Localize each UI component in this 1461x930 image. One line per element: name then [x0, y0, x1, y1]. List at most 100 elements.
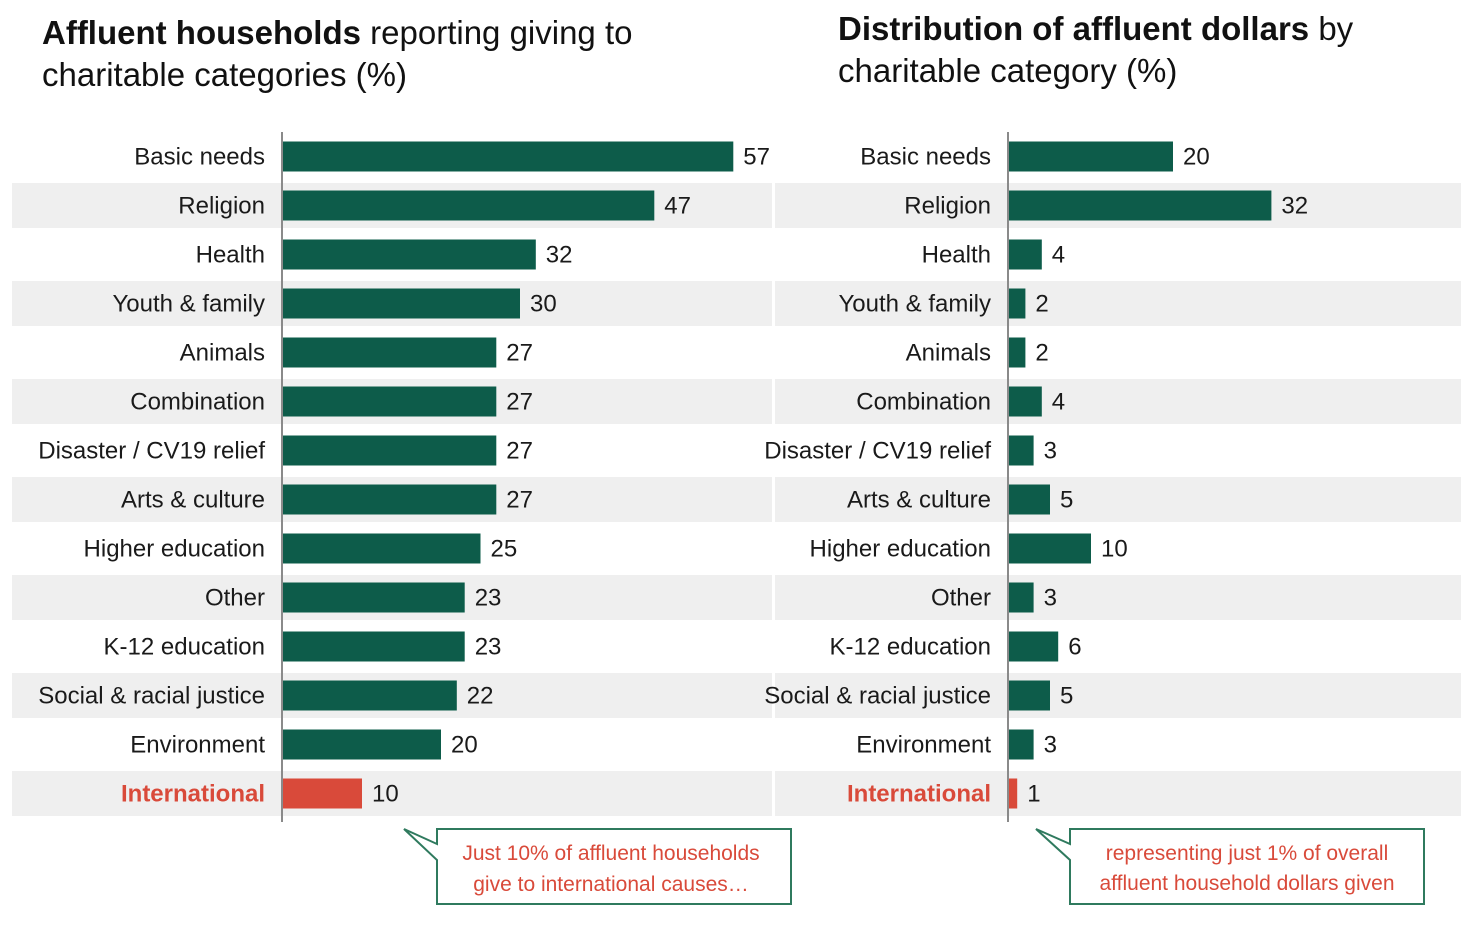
left-bar	[283, 435, 497, 466]
right-category-label: Health	[922, 242, 991, 269]
left-category-label: Environment	[130, 732, 265, 759]
left-callout-text: Just 10% of affluent households give to i…	[462, 842, 759, 896]
right-callout-line: affluent household dollars given	[1100, 872, 1395, 895]
right-bar	[1009, 190, 1272, 221]
right-callout-box	[1035, 828, 1425, 905]
right-value-label: 5	[1060, 487, 1073, 514]
right-category-label: Youth & family	[838, 291, 991, 318]
right-value-label: 3	[1044, 585, 1057, 612]
right-category-label: Environment	[856, 732, 991, 759]
right-bar	[1009, 337, 1026, 368]
right-bar	[1009, 582, 1034, 613]
left-row-stripe	[12, 771, 772, 816]
left-value-label: 23	[475, 585, 502, 612]
left-category-label: Health	[196, 242, 265, 269]
right-category-label: K-12 education	[830, 634, 991, 661]
right-row-stripe	[775, 379, 1461, 424]
right-category-label: International	[847, 781, 991, 808]
left-value-label: 22	[467, 683, 494, 710]
right-callout-text: representing just 1% of overall affluent …	[1100, 842, 1395, 895]
left-chart-title-rest: reporting giving to charitable categorie…	[42, 14, 633, 93]
left-bar	[283, 484, 497, 515]
right-bar	[1009, 386, 1042, 417]
left-bar	[283, 582, 465, 613]
left-value-label: 27	[506, 389, 533, 416]
left-category-label: Combination	[130, 389, 265, 416]
left-value-label: 30	[530, 291, 557, 318]
right-bar	[1009, 239, 1042, 270]
right-bar	[1009, 729, 1034, 760]
right-category-label: Higher education	[810, 536, 991, 563]
left-value-label: 47	[664, 193, 691, 220]
right-chart-title-bold: Distribution of affluent dollars	[838, 10, 1310, 47]
right-value-label: 32	[1281, 193, 1308, 220]
right-row-stripe	[775, 673, 1461, 718]
right-row-stripe	[775, 575, 1461, 620]
right-bar	[1009, 778, 1018, 809]
left-value-label: 27	[506, 340, 533, 367]
right-category-label: Social & racial justice	[764, 683, 991, 710]
left-value-label: 32	[546, 242, 573, 269]
left-category-label: K-12 education	[104, 634, 265, 661]
left-category-label: International	[121, 781, 265, 808]
right-bar	[1009, 435, 1034, 466]
left-category-label: Other	[205, 585, 265, 612]
right-value-label: 1	[1027, 781, 1040, 808]
right-value-label: 10	[1101, 536, 1128, 563]
left-value-label: 10	[372, 781, 399, 808]
right-category-label: Combination	[856, 389, 991, 416]
right-chart-title: Distribution of affluent dollars by char…	[838, 8, 1438, 92]
right-row-stripe	[775, 771, 1461, 816]
left-category-label: Religion	[178, 193, 265, 220]
right-value-label: 4	[1052, 242, 1065, 269]
left-value-label: 25	[491, 536, 518, 563]
left-bar	[283, 778, 362, 809]
left-bar	[283, 533, 481, 564]
left-category-label: Youth & family	[112, 291, 265, 318]
right-bar	[1009, 533, 1091, 564]
left-value-label: 57	[743, 144, 770, 171]
right-category-label: Religion	[904, 193, 991, 220]
right-value-label: 3	[1044, 438, 1057, 465]
right-value-label: 20	[1183, 144, 1210, 171]
right-bar	[1009, 631, 1059, 662]
right-bar	[1009, 680, 1050, 711]
right-row-stripe	[775, 281, 1461, 326]
left-category-label: Social & racial justice	[38, 683, 265, 710]
left-category-label: Disaster / CV19 relief	[38, 438, 265, 465]
left-callout-line: give to international causes…	[473, 873, 749, 896]
right-category-label: Arts & culture	[847, 487, 991, 514]
left-value-label: 23	[475, 634, 502, 661]
right-value-label: 2	[1035, 340, 1048, 367]
left-value-label: 20	[451, 732, 478, 759]
left-category-label: Animals	[180, 340, 265, 367]
left-category-label: Higher education	[84, 536, 265, 563]
right-value-label: 4	[1052, 389, 1065, 416]
left-bar	[283, 190, 655, 221]
right-value-label: 3	[1044, 732, 1057, 759]
right-row-stripe	[775, 477, 1461, 522]
right-value-label: 6	[1068, 634, 1081, 661]
left-chart-title: Affluent households reporting giving to …	[42, 12, 742, 96]
left-category-label: Arts & culture	[121, 487, 265, 514]
left-bar	[283, 631, 465, 662]
left-bar	[283, 337, 497, 368]
right-callout-line: representing just 1% of overall	[1106, 842, 1389, 865]
left-value-label: 27	[506, 438, 533, 465]
left-bar	[283, 386, 497, 417]
left-bar	[283, 729, 441, 760]
left-chart: Basic needs 57 Religion 47 Health 32 Youth & f…	[12, 132, 792, 905]
right-value-label: 5	[1060, 683, 1073, 710]
right-bar	[1009, 141, 1173, 172]
right-category-label: Other	[931, 585, 991, 612]
right-chart-title-rest: by charitable category (%)	[838, 10, 1354, 89]
right-category-label: Disaster / CV19 relief	[764, 438, 991, 465]
left-callout-line: Just 10% of affluent households	[462, 842, 759, 865]
left-bar	[283, 288, 520, 319]
right-category-label: Animals	[906, 340, 991, 367]
right-category-label: Basic needs	[860, 144, 991, 171]
left-bar	[283, 680, 457, 711]
left-bar	[283, 141, 734, 172]
